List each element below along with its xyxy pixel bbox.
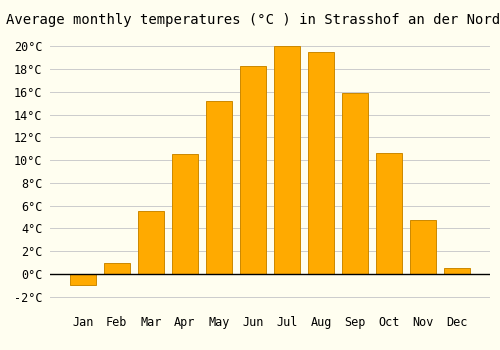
Bar — [376, 153, 402, 274]
Bar — [206, 101, 232, 274]
Bar — [104, 262, 130, 274]
Bar — [444, 268, 470, 274]
Bar — [342, 93, 368, 274]
Bar — [70, 274, 96, 285]
Bar — [274, 46, 300, 274]
Bar — [138, 211, 164, 274]
Bar — [172, 154, 198, 274]
Bar — [240, 66, 266, 274]
Title: Average monthly temperatures (°C ) in Strasshof an der Nordbahn: Average monthly temperatures (°C ) in St… — [6, 13, 500, 27]
Bar — [410, 220, 436, 274]
Bar — [308, 52, 334, 274]
